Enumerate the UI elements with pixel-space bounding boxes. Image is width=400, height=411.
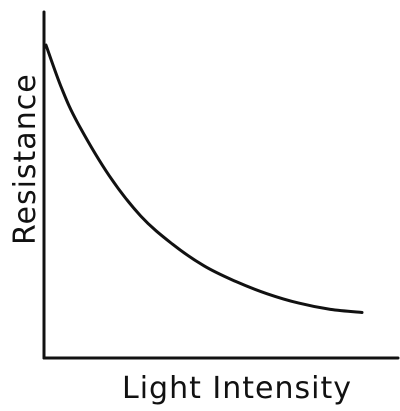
x-axis-label: Light Intensity [122,371,352,406]
series-line [44,43,364,314]
y-axis-label: Resistance [8,73,43,245]
